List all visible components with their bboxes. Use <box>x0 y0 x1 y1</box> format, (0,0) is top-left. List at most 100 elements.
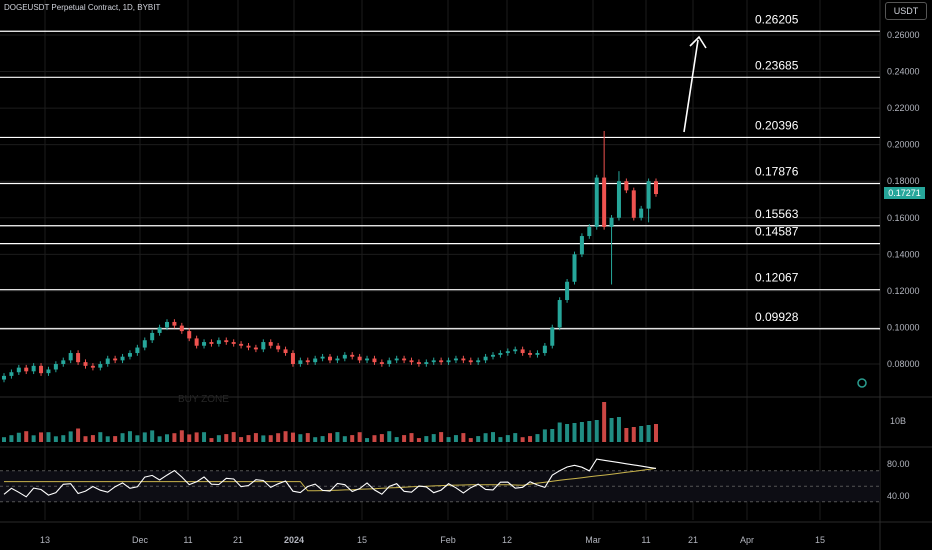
volume-bar <box>53 436 58 442</box>
candle-body <box>535 353 540 355</box>
fib-label-1: 0.23685 <box>755 58 799 72</box>
volume-bar <box>9 435 14 442</box>
candlesticks <box>2 130 658 383</box>
candle-body <box>602 177 607 227</box>
price-tick-5: 0.16000 <box>887 213 920 223</box>
volume-bar <box>142 432 147 442</box>
candle-body <box>46 369 51 374</box>
candle-body <box>165 321 169 328</box>
volume-bar <box>150 430 155 442</box>
candle-body <box>372 358 377 363</box>
volume-bar <box>572 423 577 442</box>
candle-body <box>9 372 14 376</box>
price-axis[interactable]: 0.26000 0.24000 0.22000 0.20000 0.18000 0.160… <box>887 30 920 369</box>
volume-bar <box>646 425 651 442</box>
volume-bar <box>320 436 325 442</box>
candle-body <box>261 342 266 350</box>
last-price-tag: 0.17271 <box>884 187 925 199</box>
volume-bar <box>39 432 44 442</box>
candle-body <box>24 367 29 372</box>
candle-body <box>431 360 436 363</box>
candle-body <box>439 360 444 363</box>
price-tick-0: 0.26000 <box>887 30 920 40</box>
volume-bar <box>461 433 466 442</box>
candle-body <box>76 353 81 363</box>
candle-body <box>557 300 562 328</box>
volume-bar <box>68 431 73 442</box>
volume-bar <box>202 432 207 442</box>
volume-bar <box>113 436 118 442</box>
volume-bar <box>76 428 81 442</box>
candle-body <box>127 353 132 357</box>
candle-body <box>357 356 362 361</box>
volume-bar <box>624 428 629 442</box>
volume-bar <box>587 421 592 442</box>
candle-body <box>409 360 414 363</box>
price-tick-2: 0.22000 <box>887 103 920 113</box>
volume-bar <box>431 434 436 442</box>
volume-bar <box>246 435 251 442</box>
candle-body <box>335 358 340 361</box>
volume-bar <box>83 436 88 442</box>
volume-bar <box>402 435 407 442</box>
volume-bar <box>365 438 370 442</box>
candle-body <box>520 349 525 354</box>
candle-body <box>587 226 592 237</box>
candle-body <box>298 360 303 364</box>
price-tick-6: 0.14000 <box>887 249 920 259</box>
buy-zone-watermark: BUY ZONE <box>178 394 229 405</box>
candle-body <box>83 362 88 366</box>
volume-bar <box>468 438 473 442</box>
volume-bar <box>224 434 229 442</box>
candle-body <box>528 353 533 355</box>
candle-body <box>179 325 184 332</box>
volume-bar <box>342 436 347 442</box>
time-tick-4: 2024 <box>284 535 304 545</box>
volume-bar <box>594 420 599 442</box>
candle-body <box>498 353 503 355</box>
volume-bar <box>231 432 236 442</box>
candle-body <box>350 354 355 357</box>
volume-bar <box>253 433 258 442</box>
volume-bar <box>579 422 584 442</box>
rsi-tick-40: 40.00 <box>887 491 910 501</box>
candle-body <box>187 331 192 339</box>
volume-bar <box>187 434 192 442</box>
candle-body <box>572 254 577 282</box>
volume-bar <box>46 432 51 442</box>
candle-body <box>416 362 421 364</box>
time-axis[interactable]: 13 Dec 11 21 2024 15 Feb 12 Mar 11 21 Apr 15 <box>40 535 825 545</box>
fib-label-7: 0.09928 <box>755 310 799 324</box>
candle-body <box>513 349 518 352</box>
time-tick-7: 12 <box>502 535 512 545</box>
volume-bar <box>491 432 495 442</box>
volume-bar <box>61 435 66 442</box>
time-tick-9: 11 <box>641 535 650 545</box>
candle-body <box>579 236 584 255</box>
candle-body <box>328 356 332 361</box>
fib-label-0: 0.26205 <box>755 12 799 26</box>
price-tick-3: 0.20000 <box>887 140 920 150</box>
volume-bar <box>498 437 503 442</box>
volume-bar <box>424 436 429 442</box>
volume-bars <box>2 402 658 442</box>
candle-body <box>157 327 162 333</box>
price-tick-7: 0.12000 <box>887 286 920 296</box>
candle-body <box>202 342 207 346</box>
volume-bar <box>157 436 162 442</box>
volume-bar <box>639 426 644 442</box>
candle-body <box>239 343 244 346</box>
candle-body <box>61 360 66 364</box>
volume-bar <box>165 434 169 442</box>
rsi-tick-80: 80.00 <box>887 459 910 469</box>
arrow-shaft <box>683 39 699 133</box>
candle-body <box>624 181 629 191</box>
volume-bar <box>98 432 103 442</box>
volume-bar <box>127 431 132 442</box>
candle-body <box>113 358 118 361</box>
fib-label-5: 0.14587 <box>755 225 799 239</box>
currency-button[interactable]: USDT <box>885 2 927 20</box>
candle-body <box>98 364 103 368</box>
volume-bar <box>305 433 310 442</box>
